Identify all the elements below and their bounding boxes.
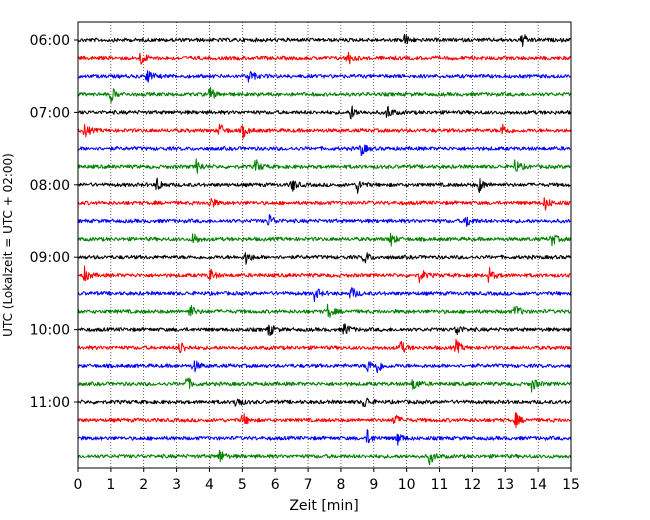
seismic-trace bbox=[77, 51, 572, 65]
seismic-trace bbox=[77, 105, 572, 120]
plot-frame bbox=[77, 21, 572, 469]
y-tick-label: 10:00 bbox=[30, 323, 70, 339]
seismic-trace bbox=[77, 252, 572, 265]
seismic-trace bbox=[77, 429, 572, 446]
seismic-trace bbox=[77, 412, 571, 429]
x-axis: 0 1 2 3 4 5 6 7 8 9 10 11 12 13 14 15 bbox=[74, 468, 580, 493]
seismic-trace bbox=[77, 303, 571, 318]
traces bbox=[77, 33, 572, 466]
seismic-trace bbox=[77, 449, 572, 466]
y-tick-label: 07:00 bbox=[30, 105, 70, 121]
y-axis-label: UTC (Lokalzeit = UTC + 02:00) bbox=[1, 153, 15, 337]
x-tick-label: 4 bbox=[205, 477, 214, 493]
x-tick-label: 0 bbox=[74, 477, 83, 493]
y-tick-label: 11:00 bbox=[30, 395, 70, 411]
x-tick-label: 12 bbox=[463, 477, 481, 493]
x-tick-label: 5 bbox=[238, 477, 247, 493]
seismic-trace bbox=[77, 177, 571, 194]
y-axis: 06:00 07:00 08:00 09:00 10:00 11:00 bbox=[30, 33, 78, 411]
x-grid bbox=[110, 22, 539, 468]
x-tick-label: 13 bbox=[496, 477, 514, 493]
seismic-trace bbox=[77, 397, 571, 407]
seismic-trace bbox=[77, 144, 571, 156]
x-tick-label: 11 bbox=[431, 477, 449, 493]
x-tick-label: 2 bbox=[139, 477, 148, 493]
seismic-trace bbox=[77, 86, 572, 104]
x-tick-label: 7 bbox=[304, 477, 313, 493]
seismic-trace bbox=[77, 70, 571, 83]
seismic-trace bbox=[77, 265, 571, 284]
seismic-trace bbox=[77, 377, 571, 393]
seismic-trace bbox=[77, 287, 572, 303]
x-tick-label: 10 bbox=[398, 477, 416, 493]
x-tick-label: 9 bbox=[369, 477, 378, 493]
y-tick-label: 08:00 bbox=[30, 178, 70, 194]
seismic-trace bbox=[77, 338, 571, 354]
x-tick-label: 1 bbox=[106, 477, 115, 493]
x-tick-label: 14 bbox=[529, 477, 547, 493]
x-axis-label: Zeit [min] bbox=[289, 498, 358, 514]
x-tick-label: 6 bbox=[271, 477, 280, 493]
seismic-trace bbox=[77, 197, 571, 211]
y-tick-label: 06:00 bbox=[30, 33, 70, 49]
y-tick-label: 09:00 bbox=[30, 250, 70, 266]
x-tick-label: 8 bbox=[336, 477, 345, 493]
seismic-trace bbox=[77, 323, 572, 337]
seismic-trace bbox=[77, 158, 571, 174]
seismic-trace bbox=[77, 33, 572, 47]
seismic-trace bbox=[77, 232, 572, 247]
x-tick-label: 3 bbox=[172, 477, 181, 493]
seismic-trace bbox=[77, 214, 572, 227]
seismic-trace bbox=[77, 123, 572, 140]
x-tick-label: 15 bbox=[562, 477, 580, 493]
seismic-trace bbox=[77, 360, 571, 374]
